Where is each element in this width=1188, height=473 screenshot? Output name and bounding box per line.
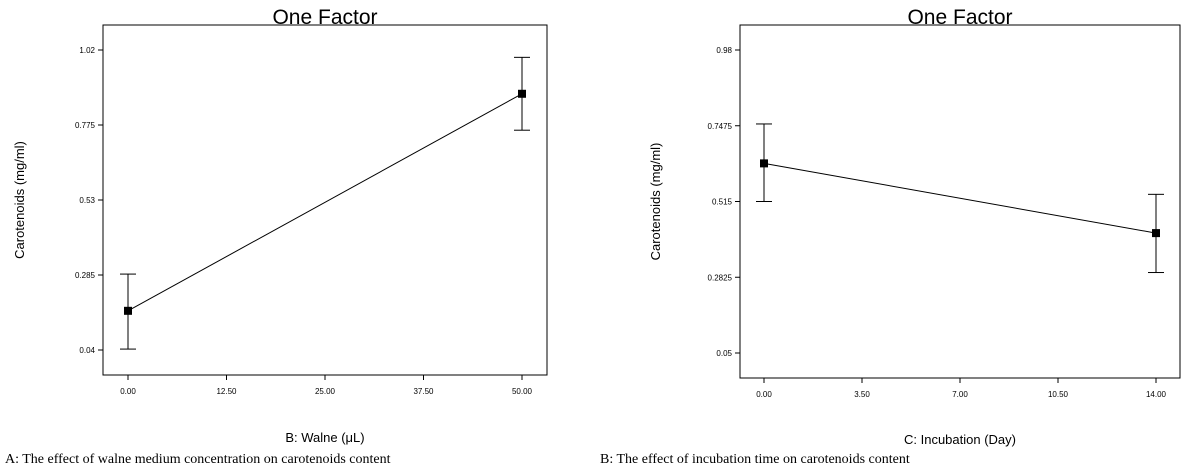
- y-tick-label: 0.7475: [708, 122, 733, 131]
- y-tick-label: 1.02: [79, 46, 95, 55]
- x-tick-label: 0.00: [120, 387, 136, 396]
- figure-caption: A: The effect of walne medium concentrat…: [5, 452, 391, 467]
- x-tick-label: 50.00: [512, 387, 533, 396]
- x-axis-label: C: Incubation (Day): [904, 432, 1016, 447]
- data-point: [518, 89, 526, 98]
- y-tick-label: 0.285: [75, 271, 96, 280]
- chart-b-svg: One Factor 0.05 0.2825 0.515 0.7475 0.98 0.00 3…: [600, 6, 1181, 467]
- x-tick-label: 12.50: [216, 387, 237, 396]
- x-axis-label: B: Walne (μL): [285, 430, 364, 445]
- y-tick-label: 0.98: [716, 46, 732, 55]
- chart-panel-b: One Factor 0.05 0.2825 0.515 0.7475 0.98 0.00 3…: [600, 0, 1188, 468]
- series-line: [127, 93, 523, 312]
- x-tick-label: 0.00: [756, 390, 772, 399]
- x-tick-label: 37.50: [413, 387, 434, 396]
- x-tick-label: 10.50: [1048, 390, 1069, 399]
- data-point: [1152, 229, 1160, 238]
- data-point: [124, 306, 132, 315]
- data-point: [760, 159, 768, 168]
- chart-panel-a: One Factor 0.04 0.285 0.53 0.775 1.02 0.00 12.5…: [0, 0, 580, 468]
- y-tick-label: 0.04: [79, 346, 95, 355]
- plot-frame: [739, 24, 1181, 379]
- chart-title: One Factor: [272, 6, 377, 29]
- y-tick-label: 0.2825: [708, 273, 733, 282]
- chart-a-svg: One Factor 0.04 0.285 0.53 0.775 1.02 0.00 12.5…: [5, 6, 548, 467]
- x-tick-label: 3.50: [854, 390, 870, 399]
- y-tick-label: 0.53: [79, 196, 95, 205]
- y-tick-label: 0.05: [716, 349, 732, 358]
- series-line: [763, 162, 1157, 234]
- x-tick-label: 7.00: [952, 390, 968, 399]
- figure-caption: B: The effect of incubation time on caro…: [600, 452, 910, 467]
- chart-title: One Factor: [907, 6, 1012, 29]
- y-axis-label: Carotenoids (mg/ml): [648, 143, 663, 261]
- y-axis-label: Carotenoids (mg/ml): [12, 141, 27, 259]
- y-tick-label: 0.775: [75, 121, 96, 130]
- plot-frame: [102, 24, 548, 376]
- y-tick-label: 0.515: [712, 198, 733, 207]
- x-tick-label: 14.00: [1146, 390, 1167, 399]
- x-tick-label: 25.00: [315, 387, 336, 396]
